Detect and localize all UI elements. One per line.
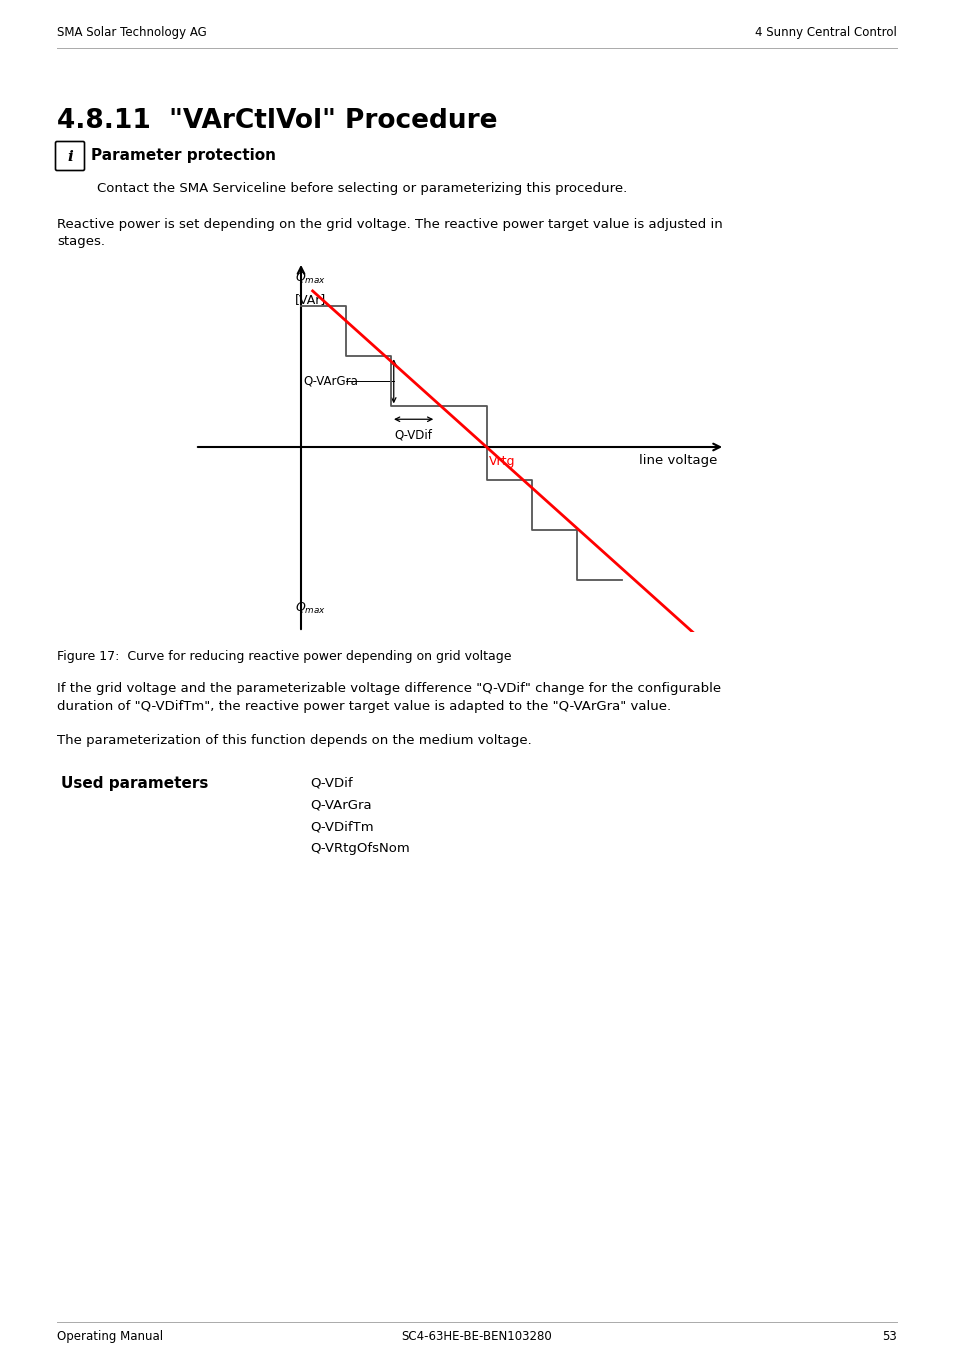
Text: stages.: stages. xyxy=(57,235,105,247)
Text: Q-VArGra: Q-VArGra xyxy=(310,798,372,811)
Text: Q-VDifTm: Q-VDifTm xyxy=(310,821,374,833)
Text: Q-VDif: Q-VDif xyxy=(395,429,432,442)
Text: 4.8.11  "VArCtlVol" Procedure: 4.8.11 "VArCtlVol" Procedure xyxy=(57,108,497,134)
Text: Q-VDif: Q-VDif xyxy=(310,776,353,790)
Text: duration of "Q-VDifTm", the reactive power target value is adapted to the "Q-VAr: duration of "Q-VDifTm", the reactive pow… xyxy=(57,700,670,713)
Text: The parameterization of this function depends on the medium voltage.: The parameterization of this function de… xyxy=(57,734,531,748)
Text: $Q_{max}$: $Q_{max}$ xyxy=(294,272,325,287)
Text: $Q_{max}$: $Q_{max}$ xyxy=(294,600,325,615)
Text: 4 Sunny Central Control: 4 Sunny Central Control xyxy=(755,26,896,39)
Text: If the grid voltage and the parameterizable voltage difference "Q-VDif" change f: If the grid voltage and the parameteriza… xyxy=(57,681,720,695)
Text: 53: 53 xyxy=(882,1330,896,1343)
Text: Figure 17:  Curve for reducing reactive power depending on grid voltage: Figure 17: Curve for reducing reactive p… xyxy=(57,650,511,662)
Text: [VAr]: [VAr] xyxy=(294,293,326,307)
Text: Operating Manual: Operating Manual xyxy=(57,1330,163,1343)
Text: Q-VRtgOfsNom: Q-VRtgOfsNom xyxy=(310,842,410,854)
Text: Reactive power is set depending on the grid voltage. The reactive power target v: Reactive power is set depending on the g… xyxy=(57,218,722,231)
Text: Parameter protection: Parameter protection xyxy=(91,147,275,164)
Text: SC4-63HE-BE-BEN103280: SC4-63HE-BE-BEN103280 xyxy=(401,1330,552,1343)
FancyBboxPatch shape xyxy=(55,142,85,170)
Text: Used parameters: Used parameters xyxy=(61,776,208,791)
Text: SMA Solar Technology AG: SMA Solar Technology AG xyxy=(57,26,207,39)
Text: Vrtg: Vrtg xyxy=(489,456,516,468)
Text: i: i xyxy=(67,150,72,164)
Text: line voltage: line voltage xyxy=(638,454,717,466)
Text: Q-VArGra: Q-VArGra xyxy=(303,375,358,388)
Text: Contact the SMA Serviceline before selecting or parameterizing this procedure.: Contact the SMA Serviceline before selec… xyxy=(97,183,626,195)
